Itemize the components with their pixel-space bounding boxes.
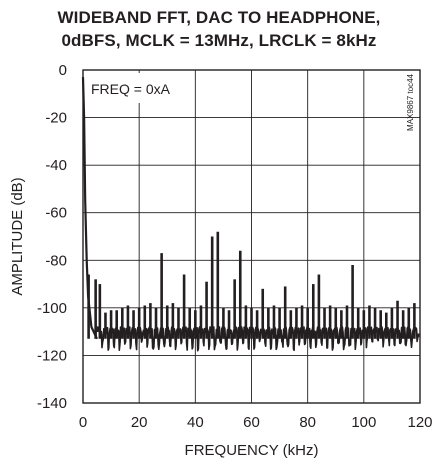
x-tick-label: 20 xyxy=(131,414,148,431)
chart-title: WIDEBAND FFT, DAC TO HEADPHONE, 0dBFS, M… xyxy=(0,6,438,52)
y-tick-label: -20 xyxy=(45,110,67,127)
y-tick-label: -80 xyxy=(45,252,67,269)
tick-labels: 0 20 40 60 80 100 120 0 -20 -40 -60 -80 -100 -120 -140 xyxy=(37,62,433,431)
x-tick-label: 80 xyxy=(299,414,316,431)
y-tick-label: -60 xyxy=(45,205,67,222)
x-tick-label: 40 xyxy=(187,414,204,431)
dc-rolloff-trace xyxy=(81,77,98,340)
x-tick-label: 120 xyxy=(407,414,432,431)
annotation-background xyxy=(85,73,177,103)
plot-frame xyxy=(82,69,421,404)
grid-lines xyxy=(83,70,420,403)
x-tick-label: 0 xyxy=(79,414,87,431)
x-axis-label: FREQUENCY (kHz) xyxy=(185,442,319,459)
y-tick-label: 0 xyxy=(59,62,67,79)
y-axis-label: AMPLITUDE (dB) xyxy=(9,177,26,295)
x-tick-label: 100 xyxy=(351,414,376,431)
annotation-freq: FREQ = 0xA xyxy=(91,81,171,97)
chart-title-line-1: WIDEBAND FFT, DAC TO HEADPHONE, xyxy=(57,8,381,27)
y-tick-label: -40 xyxy=(45,157,67,174)
y-tick-label: -100 xyxy=(37,300,67,317)
figure-id-label: MAX9867 toc44 xyxy=(406,73,415,130)
y-tick-label: -120 xyxy=(37,347,67,364)
y-tick-label: -140 xyxy=(37,395,67,412)
x-tick-label: 60 xyxy=(243,414,260,431)
chart-title-line-2: 0dBFS, MCLK = 13MHz, LRCLK = 8kHz xyxy=(61,31,377,50)
series-layer xyxy=(81,77,420,352)
